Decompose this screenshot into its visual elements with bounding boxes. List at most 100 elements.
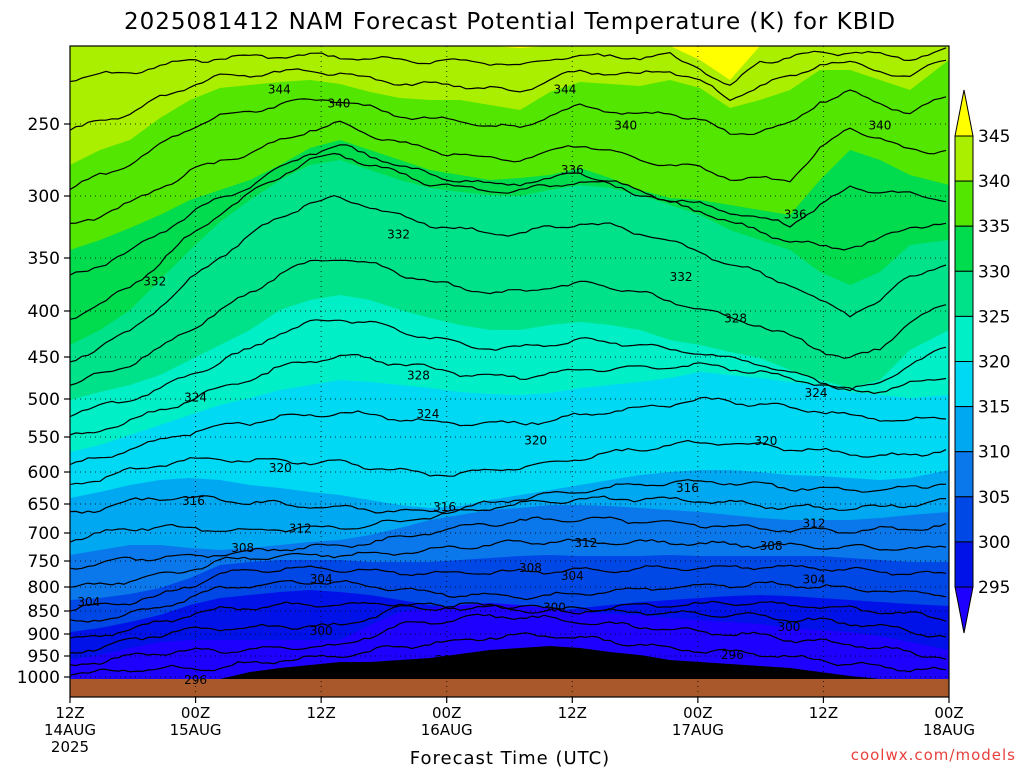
contour-label: 312 <box>803 517 826 531</box>
credit-text: coolwx.com/models <box>851 746 1016 764</box>
colorbar-box <box>954 315 974 362</box>
contour-line <box>70 516 947 570</box>
contour-label: 296 <box>184 673 207 687</box>
y-tick-label: 550 <box>28 428 60 448</box>
x-tick-date: 14AUG <box>44 721 96 739</box>
contour-line <box>70 564 947 612</box>
y-tick-label: 900 <box>28 625 60 645</box>
colorbar-tick-label: 330 <box>978 262 1010 282</box>
x-tick-date: 18AUG <box>923 721 975 739</box>
y-tick-label: 800 <box>28 578 60 598</box>
contour-line <box>70 495 947 543</box>
x-tick-date: 15AUG <box>170 721 222 739</box>
contour-line <box>70 194 947 363</box>
contour-label: 308 <box>519 561 542 575</box>
contour-label: 328 <box>724 311 747 325</box>
contour-label: 316 <box>676 481 699 495</box>
y-tick-label: 700 <box>28 524 60 544</box>
contour-label: 296 <box>721 648 744 662</box>
x-tick-label: 12Z <box>306 704 335 722</box>
contour-label: 304 <box>77 595 100 609</box>
contour-line <box>70 602 947 654</box>
contour-labels: 344 344 340 340 340 336 336 332 332 332 328 328 324 3… <box>77 83 891 687</box>
contour-line <box>70 319 947 418</box>
colorbar-tick-label: 325 <box>978 307 1010 327</box>
colorbar-tick-label: 340 <box>978 172 1010 192</box>
colorbar-tick-label: 315 <box>978 398 1010 418</box>
y-tick-label: 400 <box>28 302 60 322</box>
colorbar-box <box>954 225 974 272</box>
y-tick-label: 350 <box>28 249 60 269</box>
contour-label: 312 <box>289 521 312 535</box>
y-tick-label: 500 <box>28 390 60 410</box>
x-tick-label: 00Z <box>934 704 963 722</box>
plot-frame <box>69 45 950 698</box>
x-tick-date: 17AUG <box>672 721 724 739</box>
x-tick-label: 12Z <box>809 704 838 722</box>
contour-label: 332 <box>670 270 693 284</box>
colorbar-box <box>954 180 974 227</box>
contour-label: 300 <box>777 620 800 634</box>
contour-label: 316 <box>182 494 205 508</box>
contour-line <box>70 439 947 486</box>
contour-line <box>70 47 947 86</box>
colorbar-box <box>954 541 974 588</box>
grid-lines <box>70 46 949 697</box>
contour-label: 340 <box>614 118 637 132</box>
contour-label: 304 <box>310 572 333 586</box>
contour-line <box>70 59 947 131</box>
colorbar-extend-top <box>954 89 974 137</box>
x-tick-year: 2025 <box>51 738 89 756</box>
x-tick-date: 16AUG <box>421 721 473 739</box>
x-axis-label: Forecast Time (UTC) <box>410 748 610 768</box>
x-tick-label: 00Z <box>683 704 712 722</box>
y-tick-label: 450 <box>28 348 60 368</box>
colorbar-tick-label: 310 <box>978 443 1010 463</box>
contour-line <box>70 152 947 320</box>
y-tick-label: 650 <box>28 495 60 515</box>
contour-label: 300 <box>543 601 566 615</box>
potential-temperature-fill <box>70 46 949 697</box>
ground-strip <box>70 679 949 697</box>
contour-label: 320 <box>269 461 292 475</box>
contour-label: 344 <box>268 83 291 97</box>
contour-line <box>70 479 947 514</box>
y-tick-label: 300 <box>28 187 60 207</box>
contour-label: 336 <box>561 163 584 177</box>
contour-label: 300 <box>310 624 333 638</box>
colorbar-box <box>954 451 974 498</box>
contour-label: 324 <box>184 390 207 404</box>
contour-label: 316 <box>433 500 456 514</box>
contour-label: 324 <box>416 407 439 421</box>
y-axis: 250 300 350 400 450 500 550 600 650 700 750 800 850 9… <box>17 115 70 688</box>
chart-title: 2025081412 NAM Forecast Potential Temper… <box>124 9 896 35</box>
y-tick-label: 250 <box>28 115 60 135</box>
colorbar-tick-label: 335 <box>978 217 1010 237</box>
contour-label: 304 <box>803 573 826 587</box>
colorbar: 295 300 305 310 315 320 325 330 335 340 345 <box>954 89 1010 634</box>
contour-line <box>70 144 947 276</box>
colorbar-tick-label: 320 <box>978 353 1010 373</box>
colorbar-tick-label: 295 <box>978 578 1010 598</box>
y-tick-label: 950 <box>28 647 60 667</box>
colorbar-tick-label: 300 <box>978 533 1010 553</box>
contour-label: 340 <box>868 118 891 132</box>
contour-label: 344 <box>554 83 577 97</box>
contour-line <box>70 396 947 466</box>
contour-label: 296 <box>435 653 458 667</box>
contour-label: 340 <box>327 97 350 111</box>
colorbar-box <box>954 496 974 543</box>
contour-line <box>70 538 947 588</box>
y-tick-label: 750 <box>28 552 60 572</box>
contour-label: 336 <box>784 208 807 222</box>
colorbar-tick-label: 345 <box>978 127 1010 147</box>
contour-label: 292 <box>474 663 497 677</box>
contour-label: 320 <box>754 434 777 448</box>
contour-line <box>70 613 947 667</box>
y-tick-label: 1000 <box>17 668 60 688</box>
x-tick-label: 00Z <box>181 704 210 722</box>
contour-lines <box>70 47 947 676</box>
contour-label: 324 <box>805 386 828 400</box>
